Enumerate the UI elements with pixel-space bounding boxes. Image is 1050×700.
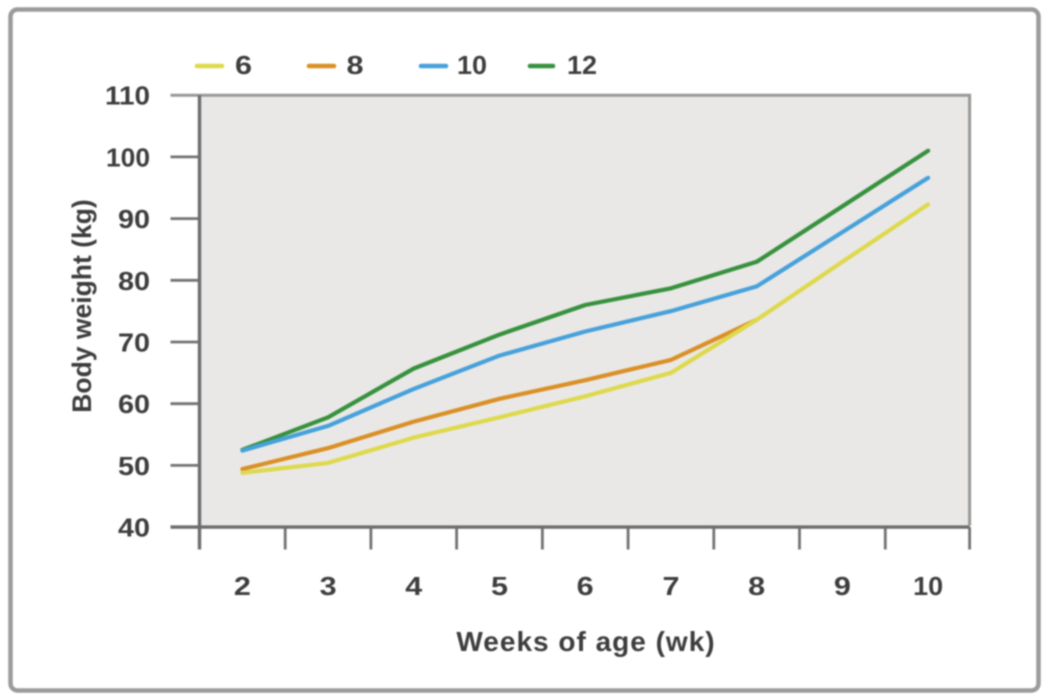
svg-text:Body weight (kg): Body weight (kg) [67,199,97,412]
svg-text:8: 8 [347,50,364,80]
svg-text:90: 90 [118,204,150,234]
svg-text:6: 6 [577,571,594,601]
svg-text:8: 8 [748,571,765,601]
svg-text:9: 9 [834,571,851,601]
svg-text:110: 110 [105,81,150,111]
svg-text:40: 40 [118,513,150,543]
svg-text:10: 10 [913,571,943,601]
svg-text:10: 10 [457,50,487,80]
svg-text:4: 4 [405,571,423,601]
svg-text:50: 50 [118,451,150,481]
svg-text:5: 5 [491,571,508,601]
svg-text:60: 60 [118,389,150,419]
svg-text:7: 7 [663,571,680,601]
svg-text:12: 12 [567,50,597,80]
svg-text:Weeks of age (wk): Weeks of age (wk) [456,626,715,657]
svg-text:70: 70 [118,328,150,358]
svg-text:6: 6 [235,50,252,80]
svg-text:100: 100 [106,142,150,172]
svg-text:3: 3 [320,571,337,601]
svg-text:80: 80 [118,266,150,296]
svg-text:2: 2 [234,571,251,601]
